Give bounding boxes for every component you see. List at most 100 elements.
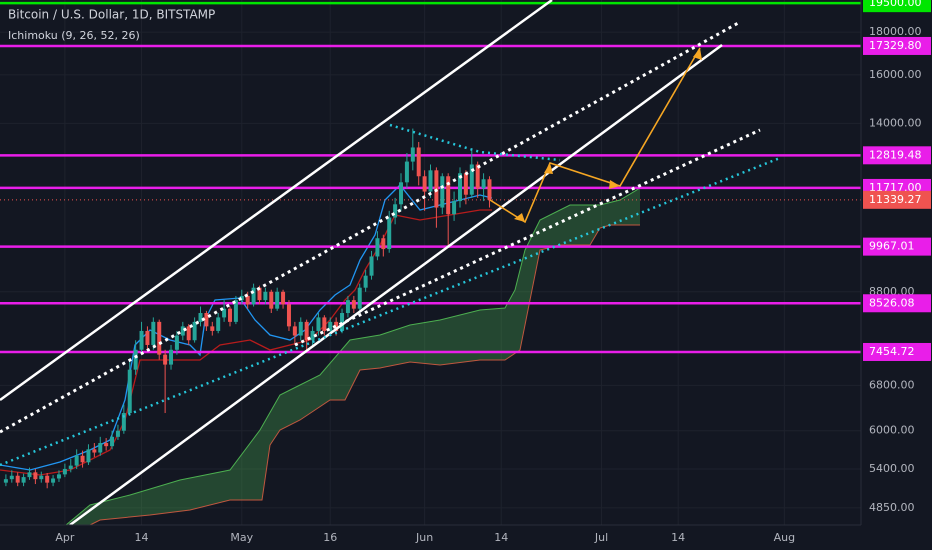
y-tick-label: 6800.00 [869,378,915,391]
candle-body [204,313,209,327]
candle-body [328,321,333,331]
candle-body [21,477,26,483]
channel-mid-dotted [0,20,741,434]
candle-body [62,468,67,475]
candle-body [33,472,38,480]
x-tick-label: 16 [323,531,337,544]
candle-body [463,173,468,195]
candle-body [145,330,150,345]
candle-body [387,217,392,250]
candle-body [163,354,168,365]
arrowhead [514,213,525,222]
axes: Apr 14 May 16 Jun 14 Jul 14 Aug 18000.00 16000.00 1… [55,0,931,544]
level-label: 19500.00 [869,0,922,9]
candle-body [80,455,85,463]
x-tick-label: Jun [415,531,433,544]
candle-body [186,326,191,341]
candle-body [192,321,197,341]
candle-body [452,201,457,215]
level-label: 17329.80 [869,39,922,52]
candle-body [198,313,203,322]
triangle-dotted [389,123,561,162]
level-label: 12819.48 [869,148,922,161]
candle-body [115,430,120,437]
candle-body [133,349,138,370]
candle-body [369,256,374,276]
y-tick-label: 5400.00 [869,462,915,475]
candle-body [86,449,91,463]
candle-body [410,147,415,162]
level-label: 7454.72 [869,345,915,358]
candle-body [104,443,109,447]
x-tick-label: 14 [494,531,508,544]
time-axis [0,525,861,550]
candle-body [316,317,321,331]
candle-body [110,436,115,447]
candle-body [440,176,445,208]
candle-body [428,170,433,192]
level-label-box [863,342,931,361]
candle-body [9,475,14,480]
ichimoku-cloud [0,188,640,540]
chart-title: Bitcoin / U.S. Dollar, 1D, BITSTAMP [8,8,215,22]
x-tick-label: Apr [55,531,75,544]
arrowhead [544,163,553,174]
candle-body [381,238,386,250]
level-label-box [863,237,931,256]
candle-body [275,291,280,309]
candle-body [92,449,97,453]
candle-body [446,176,451,215]
candle-body [180,326,185,336]
candle-body [251,287,256,305]
candle-body [304,321,309,341]
candle-body [15,475,20,483]
candle-body [481,179,486,189]
x-tick-label: 14 [671,531,685,544]
candle-body [51,478,56,483]
candle-body [487,179,492,200]
x-tick-label: Aug [774,531,795,544]
channel-low-dotted [294,128,761,347]
kijun-line [0,209,492,476]
indicator-label: Ichimoku (9, 26, 52, 26) [8,29,140,42]
candle-body [169,349,174,365]
x-tick-label: May [230,531,253,544]
channel-lower [69,43,723,527]
level-label-box [863,0,931,13]
candle-body [157,321,162,355]
price-axis [861,0,932,550]
candles [3,128,492,489]
candle-body [416,147,421,177]
candle-body [357,287,362,309]
candle-body [227,308,232,322]
candle-body [127,369,132,414]
candle-body [216,317,221,331]
candle-body [222,308,227,318]
arrowhead [609,180,620,189]
candle-body [298,321,303,336]
candle-body [404,161,409,183]
candle-body [363,275,368,288]
candle-body [281,291,286,305]
candle-body [469,164,474,195]
x-tick-label: 14 [135,531,149,544]
candle-body [393,204,398,218]
candle-body [245,295,250,305]
last-price-box [863,190,931,209]
candle-body [139,330,144,350]
candle-body [475,164,480,189]
candle-body [27,472,32,478]
candle-body [3,479,8,483]
last-price-label: 11339.27 [869,193,922,206]
candle-body [375,238,380,257]
support-dotted [0,156,781,467]
level-label: 9967.01 [869,240,915,253]
candle-body [345,300,350,314]
candle-body [457,173,462,202]
candle-body [68,465,73,469]
candle-body [399,182,404,205]
level-label: 8526.08 [869,296,915,309]
